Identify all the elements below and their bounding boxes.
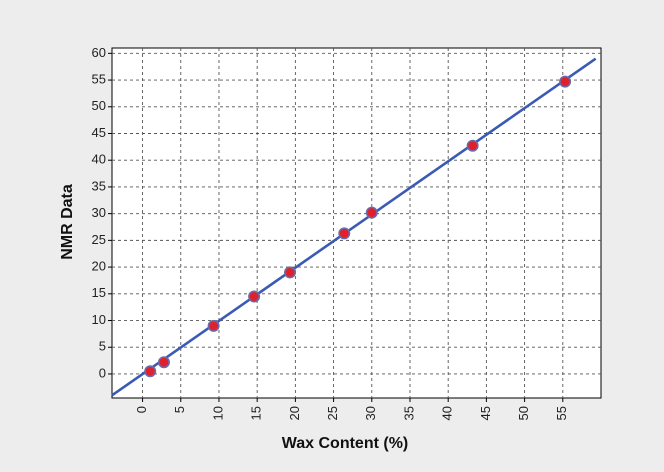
x-tick-label: 45 [478,406,493,420]
x-tick-label: 20 [287,406,302,420]
y-tick-label: 25 [92,232,106,247]
data-point [365,206,378,219]
data-series [111,57,597,397]
grid-lines [108,48,601,402]
data-point [284,266,297,279]
x-tick-label: 10 [210,406,225,420]
y-tick-label: 40 [92,152,106,167]
x-tick-label: 25 [325,406,340,420]
data-point [559,75,572,88]
x-tick-label: 35 [401,406,416,420]
data-point [144,365,157,378]
fit-line [111,57,597,397]
x-tick-label: 0 [134,406,149,413]
x-tick-label: 15 [249,406,264,420]
y-tick-label: 15 [92,285,106,300]
tick-labels: 0 5 10 15 20 25 30 35 40 45 50 55 0 5 10 15 20 25 30 35 40 45… [92,45,570,421]
x-tick-label: 5 [172,406,187,413]
y-tick-label: 55 [92,71,106,86]
x-axis-title: Wax Content (%) [282,435,409,452]
y-axis-title: NMR Data [59,184,76,260]
y-tick-label: 20 [92,259,106,274]
data-point [207,319,220,332]
y-tick-label: 0 [99,365,106,380]
y-tick-label: 45 [92,125,106,140]
data-point [466,139,479,152]
x-tick-label: 55 [554,406,569,420]
y-tick-label: 5 [99,339,106,354]
x-tick-label: 30 [363,406,378,420]
y-tick-label: 60 [92,45,106,60]
y-tick-label: 10 [92,312,106,327]
y-tick-label: 35 [92,178,106,193]
y-tick-label: 50 [92,98,106,113]
x-tick-label: 40 [440,406,455,420]
data-point [248,290,261,303]
data-point [157,356,170,369]
x-tick-label: 50 [516,406,531,420]
data-point [338,227,351,240]
y-tick-label: 30 [92,205,106,220]
